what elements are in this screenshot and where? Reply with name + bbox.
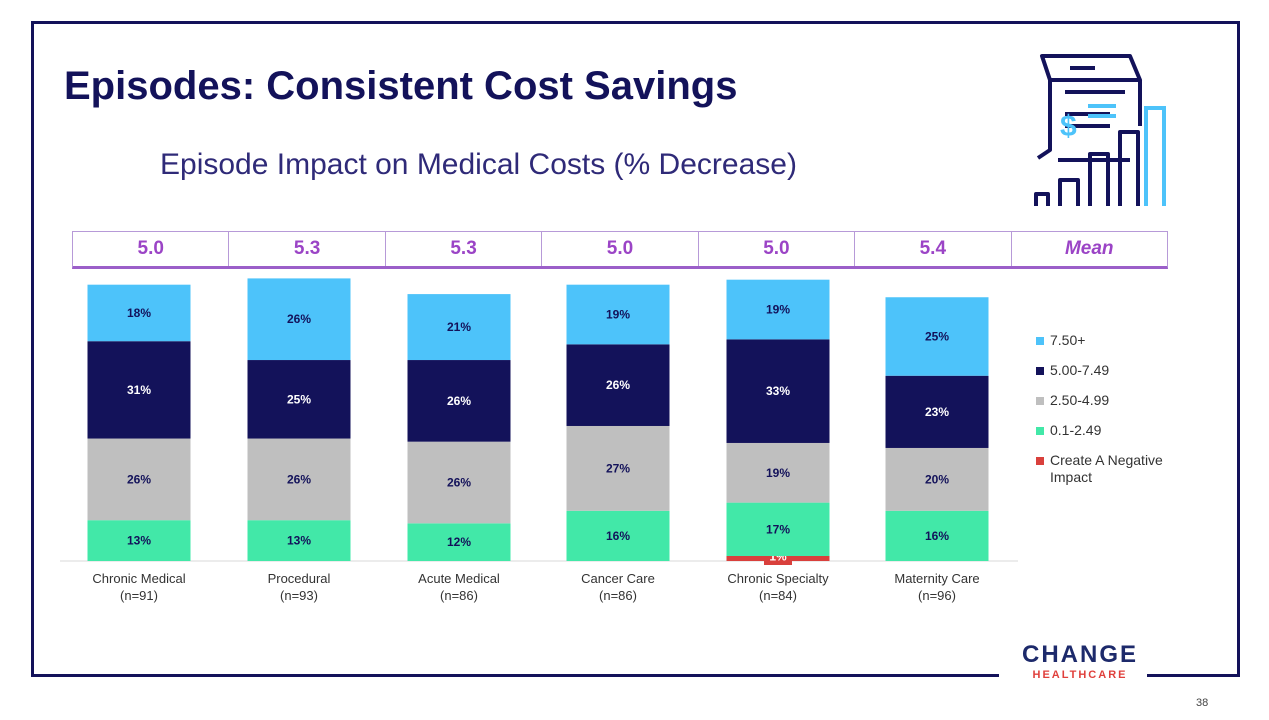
bar-segment <box>566 344 670 426</box>
bar-segment <box>87 284 191 342</box>
chart-legend: 7.50+ 5.00-7.49 2.50-4.99 0.1-2.49 Creat… <box>1036 332 1206 499</box>
data-label: 18% <box>127 306 151 320</box>
frame-right-border <box>1237 21 1240 677</box>
bar-segment <box>726 442 830 503</box>
x-tick-sublabel: (n=91) <box>120 588 158 603</box>
x-tick-sublabel: (n=96) <box>918 588 956 603</box>
data-label: 26% <box>606 378 630 392</box>
x-tick-sublabel: (n=86) <box>599 588 637 603</box>
legend-swatch <box>1036 367 1044 375</box>
x-tick-label: Chronic Medical <box>92 571 185 586</box>
data-label: 27% <box>606 461 630 475</box>
page-title: Episodes: Consistent Cost Savings <box>64 64 738 108</box>
logo-wordmark: CHANGE <box>1021 641 1138 668</box>
bar-segment <box>885 375 989 448</box>
bar-segment <box>247 360 351 439</box>
mean-cell: 5.4 <box>855 232 1012 266</box>
bar-segment <box>247 520 351 561</box>
mean-cell: 5.0 <box>699 232 856 266</box>
frame-bottom-border-right <box>1147 674 1240 677</box>
legend-swatch <box>1036 427 1044 435</box>
bill-chart-icon: $ <box>1034 54 1166 206</box>
legend-label: 0.1-2.49 <box>1050 422 1102 438</box>
data-label: 20% <box>925 472 949 486</box>
data-label: 17% <box>766 522 790 536</box>
legend-item: 7.50+ <box>1036 332 1206 349</box>
data-label: 16% <box>925 529 949 543</box>
x-tick-label: Cancer Care <box>581 571 655 586</box>
data-label: 26% <box>447 476 471 490</box>
x-tick-sublabel: (n=86) <box>440 588 478 603</box>
legend-label: Create A Negative Impact <box>1050 452 1163 485</box>
bar-segment <box>885 447 989 511</box>
frame-bottom-border <box>31 674 999 677</box>
legend-label: 2.50-4.99 <box>1050 392 1110 408</box>
data-label: 33% <box>766 384 790 398</box>
data-label: 12% <box>447 535 471 549</box>
data-label: 25% <box>287 392 311 406</box>
bar-segment <box>885 510 989 561</box>
bar-segment <box>407 523 511 561</box>
legend-label: 5.00-7.49 <box>1050 362 1110 378</box>
x-tick-label: Procedural <box>268 571 331 586</box>
bar-segment <box>407 294 511 361</box>
bar-segment <box>247 278 351 361</box>
mean-score-row: 5.0 5.3 5.3 5.0 5.0 5.4 Mean <box>72 231 1168 269</box>
page-number: 38 <box>1196 697 1209 709</box>
bar-segment <box>407 360 511 442</box>
frame-top-border <box>31 21 1240 24</box>
mean-label-cell: Mean <box>1064 238 1114 259</box>
x-tick-label: Maternity Care <box>894 571 979 586</box>
legend-swatch <box>1036 397 1044 405</box>
bar-segment <box>726 279 830 340</box>
legend-label: 7.50+ <box>1050 332 1086 348</box>
bar-segment <box>885 297 989 376</box>
data-label: 13% <box>127 534 151 548</box>
data-label: 13% <box>287 534 311 548</box>
svg-text:$: $ <box>1060 110 1077 143</box>
legend-item: 5.00-7.49 <box>1036 362 1206 379</box>
bar-segment <box>566 425 670 511</box>
chart-subtitle: Episode Impact on Medical Costs (% Decre… <box>160 148 797 181</box>
legend-swatch <box>1036 337 1044 345</box>
bar-segment <box>407 441 511 524</box>
bar-segment <box>726 502 830 556</box>
mean-cell: 5.3 <box>229 232 386 266</box>
data-label: 26% <box>287 312 311 326</box>
data-label: 26% <box>287 472 311 486</box>
data-label: 19% <box>606 308 630 322</box>
data-label: 26% <box>447 394 471 408</box>
data-label: 23% <box>925 405 949 419</box>
frame-left-border <box>31 21 34 677</box>
bar-segment <box>247 438 351 521</box>
data-label: 16% <box>606 529 630 543</box>
legend-item: 0.1-2.49 <box>1036 422 1206 439</box>
x-tick-sublabel: (n=84) <box>759 588 797 603</box>
logo-subtext: HEALTHCARE <box>1032 669 1128 681</box>
data-label: 21% <box>447 320 471 334</box>
legend-item: 2.50-4.99 <box>1036 392 1206 409</box>
bar-segment <box>566 284 670 345</box>
legend-item: Create A Negative Impact <box>1036 452 1206 486</box>
x-tick-label: Acute Medical <box>418 571 500 586</box>
bar-segment <box>566 510 670 561</box>
bar-segment <box>87 438 191 521</box>
x-tick-label: Chronic Specialty <box>727 571 829 586</box>
data-label: 19% <box>766 466 790 480</box>
data-label: 25% <box>925 329 949 343</box>
bar-segment <box>726 339 830 443</box>
company-logo: CHANGE HEALTHCARE <box>1013 641 1147 681</box>
x-tick-sublabel: (n=93) <box>280 588 318 603</box>
data-label: 31% <box>127 383 151 397</box>
data-label: 26% <box>127 472 151 486</box>
mean-cell: 5.0 <box>73 232 230 266</box>
bar-segment <box>87 520 191 561</box>
legend-swatch <box>1036 457 1044 465</box>
bar-segment <box>87 341 191 439</box>
data-label: 19% <box>766 303 790 317</box>
mean-cell: 5.0 <box>542 232 699 266</box>
mean-cell: 5.3 <box>386 232 543 266</box>
